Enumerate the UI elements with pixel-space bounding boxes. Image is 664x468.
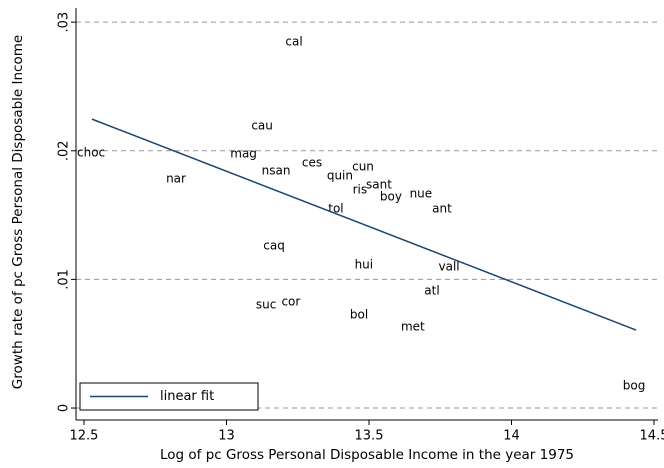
x-tick-label: 12.5 [70, 429, 99, 444]
point-label: ant [432, 202, 452, 216]
point-label: cau [251, 119, 273, 133]
x-tick-label: 13 [218, 429, 235, 444]
y-axis-title: Growth rate of pc Gross Personal Disposa… [10, 35, 26, 389]
point-label: caq [263, 239, 285, 253]
y-tick-label: .01 [57, 269, 72, 290]
point-label: cal [285, 35, 302, 49]
x-tick-label: 13.5 [355, 429, 384, 444]
point-label: nsan [262, 164, 291, 178]
point-label: choc [77, 146, 105, 160]
point-label: ces [302, 156, 322, 170]
point-label: nar [166, 172, 186, 186]
x-tick-label: 14.5 [640, 429, 664, 444]
x-tick-label: 14 [503, 429, 520, 444]
point-label: bog [623, 379, 646, 393]
point-label: boy [380, 190, 402, 204]
point-label: quin [327, 169, 353, 183]
y-tick-label: .02 [57, 140, 72, 161]
legend-label: linear fit [160, 389, 214, 404]
point-label: bol [350, 308, 368, 322]
point-label: cun [352, 160, 374, 174]
point-label: ris [353, 183, 368, 197]
fit-line [91, 118, 637, 331]
point-label: mag [230, 147, 257, 161]
point-label: atl [424, 284, 439, 298]
point-label: vall [439, 260, 460, 274]
x-axis-title: Log of pc Gross Personal Disposable Inco… [160, 447, 574, 463]
y-tick-label: .03 [57, 12, 72, 33]
point-label: cor [281, 295, 300, 309]
point-label: met [401, 320, 425, 334]
point-label: hui [355, 258, 374, 272]
point-label: nue [410, 187, 433, 201]
point-label: suc [256, 298, 276, 312]
y-tick-label: 0 [57, 404, 72, 412]
point-label: sant [366, 178, 392, 192]
